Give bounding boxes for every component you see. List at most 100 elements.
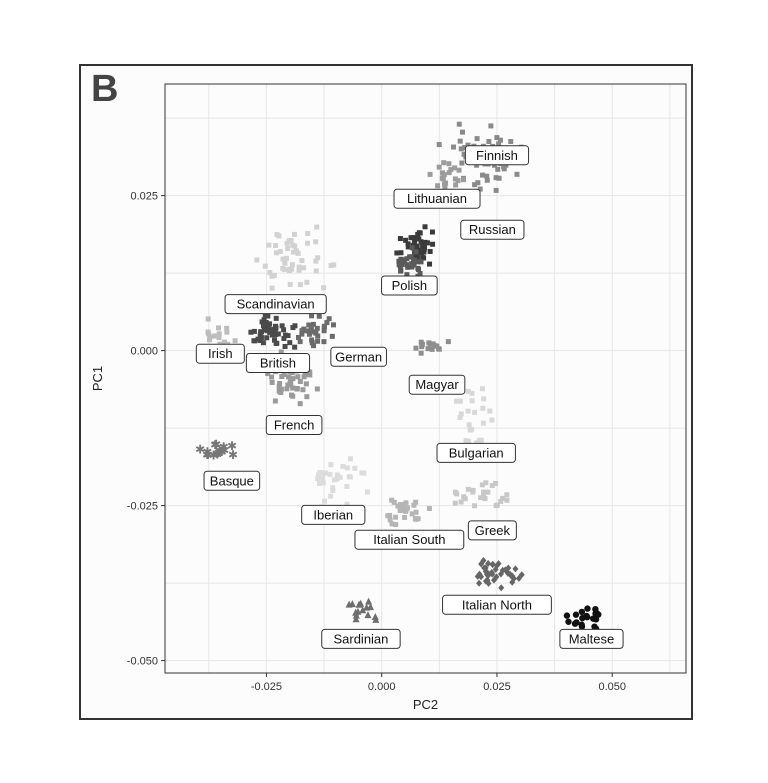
label-box	[381, 275, 438, 296]
data-point	[465, 408, 471, 414]
data-point	[397, 236, 403, 242]
data-point	[295, 334, 301, 340]
label-text: Finnish	[476, 148, 518, 163]
series-magyar	[413, 339, 451, 356]
label-text: Italian South	[373, 532, 445, 547]
data-point	[305, 240, 311, 246]
data-point	[572, 611, 580, 618]
population-label-finnish: Finnish	[464, 145, 530, 166]
data-point	[480, 172, 486, 178]
data-point	[494, 502, 500, 508]
x-tick-label: -0.025	[251, 681, 282, 693]
data-point	[480, 405, 486, 411]
data-point	[269, 332, 275, 338]
data-point	[212, 333, 218, 339]
data-point	[411, 235, 417, 241]
plot-area	[164, 83, 687, 674]
population-label-italian-north: Italian North	[442, 594, 552, 615]
data-point	[265, 371, 271, 377]
data-point	[308, 326, 314, 332]
data-point	[454, 398, 460, 404]
data-point	[297, 282, 303, 288]
data-point	[283, 255, 289, 261]
data-point	[326, 316, 332, 322]
population-label-greek: Greek	[467, 520, 517, 541]
data-point	[479, 482, 485, 488]
data-point	[295, 374, 301, 380]
series-russian	[394, 224, 436, 267]
data-point	[292, 243, 298, 249]
label-text: Bulgarian	[449, 445, 504, 460]
data-point	[510, 575, 517, 583]
data-point	[301, 265, 307, 271]
data-point	[409, 245, 415, 251]
x-tick-label: 0.000	[368, 681, 396, 693]
data-point	[267, 270, 273, 276]
data-point	[309, 313, 315, 319]
label-box	[330, 346, 387, 367]
figure-frame	[79, 64, 693, 720]
population-label-sardinian: Sardinian	[321, 628, 401, 649]
data-point	[321, 324, 327, 330]
data-point	[224, 329, 230, 335]
data-point: ✱	[215, 444, 225, 458]
data-point	[489, 483, 495, 489]
data-point	[461, 151, 467, 157]
data-point	[405, 241, 411, 247]
data-point	[421, 246, 427, 252]
data-point	[411, 502, 417, 508]
data-point	[430, 241, 436, 247]
series-german	[295, 313, 336, 349]
data-point	[310, 329, 316, 335]
data-point	[278, 349, 284, 355]
data-point	[416, 230, 422, 236]
data-point	[394, 250, 400, 256]
data-point	[334, 476, 340, 482]
data-point	[290, 376, 296, 382]
data-point	[331, 262, 337, 268]
data-point	[466, 422, 472, 428]
data-point	[297, 339, 303, 345]
data-point	[389, 497, 395, 503]
data-point	[455, 178, 461, 184]
data-point	[484, 177, 490, 183]
population-label-polish: Polish	[381, 275, 438, 296]
data-point	[331, 477, 337, 483]
data-point	[590, 615, 597, 622]
data-point	[385, 513, 391, 519]
data-point	[313, 330, 319, 336]
population-label-italian-south: Italian South	[354, 529, 465, 550]
data-point	[452, 165, 458, 171]
data-point	[284, 240, 290, 246]
data-point	[476, 579, 483, 587]
data-point	[420, 255, 426, 261]
data-point: ✱	[211, 438, 221, 452]
data-point	[337, 474, 343, 480]
data-point	[389, 521, 395, 527]
data-point	[344, 483, 350, 489]
data-point	[481, 489, 487, 495]
data-point	[463, 438, 469, 444]
data-point	[282, 260, 288, 266]
data-point	[456, 167, 462, 173]
data-point	[273, 315, 279, 321]
data-point	[465, 388, 471, 394]
data-point	[412, 238, 418, 244]
data-point	[497, 570, 504, 578]
data-point	[485, 572, 492, 580]
data-point	[496, 175, 502, 181]
data-point	[313, 239, 319, 245]
data-point	[427, 261, 433, 267]
data-point	[320, 480, 326, 486]
label-box	[265, 415, 323, 435]
data-point	[408, 235, 414, 241]
data-point	[287, 281, 293, 287]
data-point	[493, 187, 499, 193]
population-label-irish: Irish	[195, 343, 245, 364]
series-italian-north	[474, 556, 525, 592]
data-point	[290, 393, 296, 399]
data-point: ✱	[219, 443, 229, 457]
data-point	[493, 573, 500, 581]
data-point	[429, 229, 435, 235]
data-point	[494, 135, 500, 141]
